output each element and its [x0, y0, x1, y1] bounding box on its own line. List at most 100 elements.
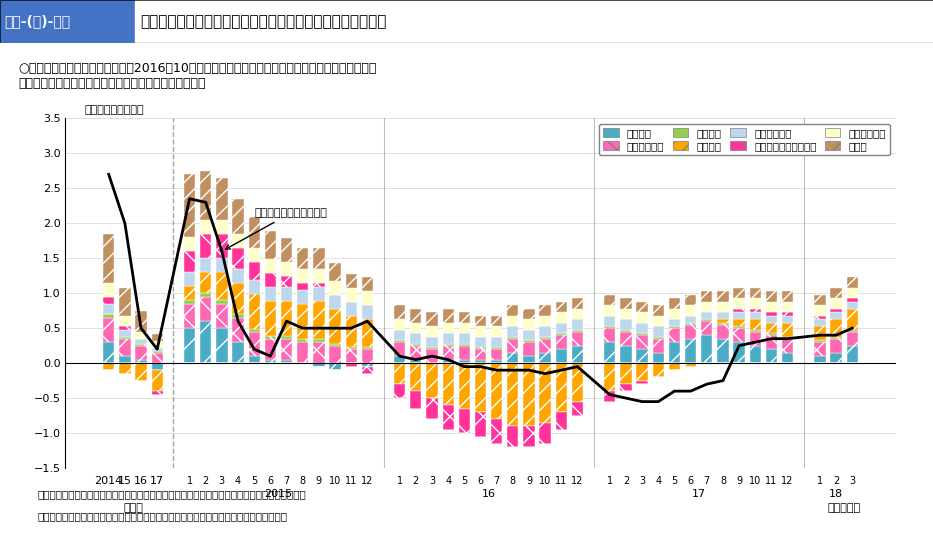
- Bar: [103, 317, 115, 342]
- Bar: [749, 312, 761, 319]
- Bar: [442, 359, 453, 363]
- Bar: [572, 309, 583, 319]
- Bar: [119, 330, 131, 337]
- Text: 3: 3: [429, 477, 435, 486]
- Bar: [345, 316, 356, 347]
- Bar: [265, 231, 276, 259]
- Bar: [815, 319, 826, 326]
- Bar: [636, 323, 648, 333]
- Bar: [411, 344, 422, 345]
- Bar: [248, 217, 260, 249]
- Bar: [782, 353, 793, 363]
- Text: 2: 2: [623, 477, 629, 486]
- Bar: [830, 353, 842, 363]
- Text: 7: 7: [494, 477, 500, 486]
- Bar: [394, 342, 405, 356]
- Bar: [184, 286, 195, 300]
- Bar: [151, 341, 163, 348]
- Bar: [329, 263, 341, 281]
- Text: 3: 3: [639, 477, 646, 486]
- Bar: [362, 349, 373, 363]
- Bar: [572, 363, 583, 401]
- Bar: [200, 293, 212, 297]
- Bar: [411, 345, 422, 359]
- Bar: [782, 302, 793, 312]
- Text: 4: 4: [655, 477, 661, 486]
- Bar: [297, 342, 308, 363]
- Bar: [749, 298, 761, 309]
- Bar: [766, 291, 777, 302]
- Bar: [442, 333, 453, 344]
- Bar: [846, 331, 858, 345]
- Bar: [329, 363, 341, 370]
- Bar: [636, 312, 648, 323]
- Bar: [685, 363, 696, 367]
- Bar: [491, 419, 502, 443]
- Bar: [281, 277, 292, 287]
- Text: 15: 15: [118, 477, 132, 486]
- Bar: [442, 363, 453, 405]
- Bar: [749, 319, 761, 330]
- Text: 6: 6: [688, 477, 694, 486]
- Bar: [313, 284, 325, 287]
- Bar: [717, 324, 729, 339]
- Bar: [362, 319, 373, 347]
- Text: 16: 16: [481, 489, 495, 499]
- Bar: [281, 339, 292, 359]
- Bar: [815, 295, 826, 305]
- Bar: [830, 339, 842, 353]
- Bar: [216, 258, 228, 272]
- Bar: [232, 283, 244, 314]
- Text: 17: 17: [150, 477, 164, 486]
- Bar: [782, 291, 793, 302]
- Bar: [605, 363, 616, 391]
- Bar: [685, 295, 696, 305]
- Bar: [782, 339, 793, 353]
- Bar: [459, 345, 470, 359]
- Text: 8: 8: [720, 477, 726, 486]
- Bar: [459, 363, 470, 409]
- Bar: [184, 237, 195, 251]
- Text: 12: 12: [782, 477, 794, 486]
- Bar: [216, 178, 228, 220]
- Bar: [103, 314, 115, 317]
- Bar: [232, 199, 244, 233]
- Bar: [620, 363, 632, 384]
- Bar: [411, 309, 422, 323]
- Bar: [313, 287, 325, 301]
- Bar: [0, 0, 135, 43]
- Bar: [362, 305, 373, 319]
- Bar: [846, 302, 858, 309]
- Bar: [620, 298, 632, 309]
- Bar: [426, 349, 438, 363]
- Bar: [442, 345, 453, 359]
- Bar: [200, 258, 212, 272]
- Bar: [426, 326, 438, 337]
- Bar: [394, 363, 405, 384]
- Bar: [151, 334, 163, 341]
- Bar: [459, 359, 470, 363]
- Bar: [184, 272, 195, 286]
- Bar: [232, 247, 244, 269]
- Text: 2: 2: [833, 477, 840, 486]
- Bar: [815, 340, 826, 342]
- Bar: [669, 319, 680, 326]
- Bar: [846, 298, 858, 302]
- Text: 3: 3: [849, 477, 856, 486]
- Bar: [475, 347, 486, 349]
- Bar: [265, 359, 276, 363]
- Text: 1: 1: [187, 477, 192, 486]
- Bar: [313, 363, 325, 367]
- Bar: [508, 316, 519, 326]
- Bar: [636, 333, 648, 335]
- Bar: [475, 359, 486, 363]
- Bar: [426, 312, 438, 326]
- Bar: [135, 310, 146, 331]
- Bar: [281, 287, 292, 301]
- Text: 5: 5: [461, 477, 467, 486]
- Bar: [685, 324, 696, 339]
- Bar: [733, 298, 745, 309]
- Bar: [265, 287, 276, 301]
- Bar: [329, 281, 341, 295]
- Bar: [394, 384, 405, 398]
